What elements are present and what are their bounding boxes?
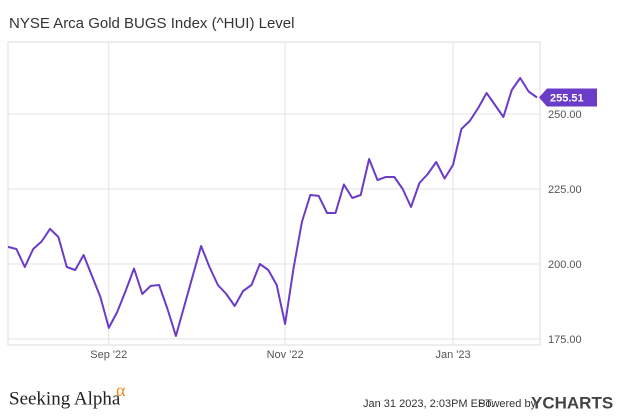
x-tick-label: Jan '23 (435, 349, 470, 361)
plot-frame (7, 41, 541, 346)
y-tick-label: 225.00 (548, 184, 582, 196)
line (7, 77, 538, 337)
x-tick-label: Sep '22 (90, 349, 127, 361)
last-value-label: 255.51 (550, 92, 584, 104)
y-tick-label: 250.00 (548, 109, 582, 121)
chart-title: NYSE Arca Gold BUGS Index (^HUI) Level (9, 15, 294, 32)
timestamp: Jan 31 2023, 2:03PM EST. (363, 398, 494, 410)
y-tick-label: 200.00 (548, 259, 582, 271)
y-tick-label: 175.00 (548, 334, 582, 346)
last-value-badge (539, 88, 597, 107)
source: Seeking Alpha (9, 388, 121, 409)
source-mark: α (116, 380, 126, 400)
powered-by: Powered by (478, 398, 537, 410)
x-tick-label: Nov '22 (267, 349, 304, 361)
brand: YCHARTS (531, 393, 613, 412)
